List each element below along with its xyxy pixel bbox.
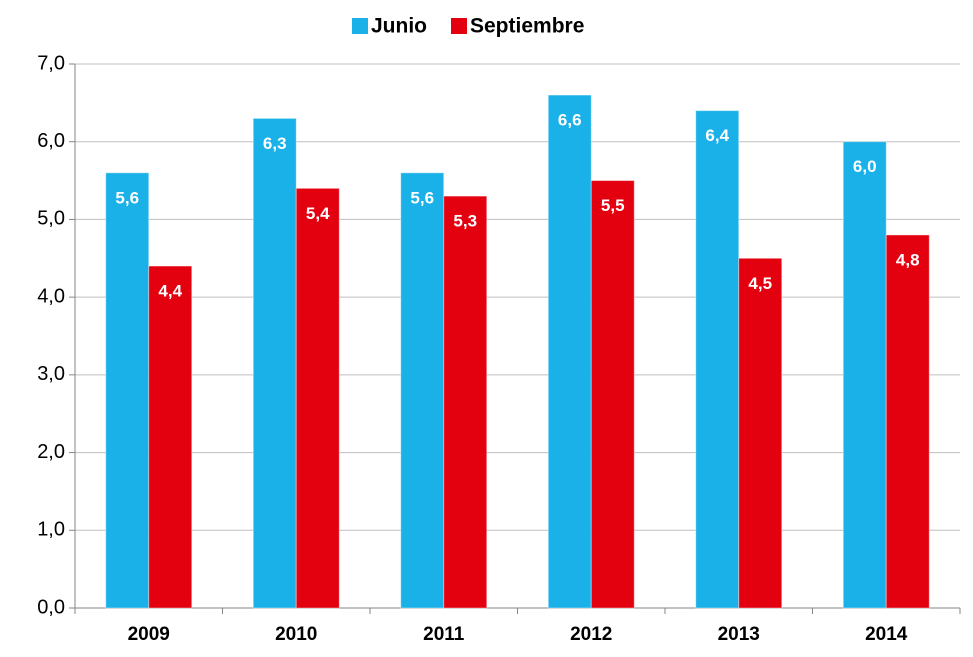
legend-label: Septiembre	[470, 15, 584, 38]
bar	[547, 94, 592, 609]
legend-label: Junio	[371, 15, 427, 38]
data-label: 5,6	[115, 188, 139, 207]
data-label: 6,0	[853, 157, 877, 176]
y-tick-label: 0,0	[37, 596, 65, 618]
data-label: 4,5	[748, 274, 772, 293]
bar	[295, 187, 340, 609]
y-tick-label: 7,0	[37, 52, 65, 74]
x-tick-label: 2012	[570, 624, 612, 645]
bar	[148, 265, 193, 609]
bar	[738, 257, 783, 609]
data-label: 5,6	[410, 188, 434, 207]
bar	[590, 180, 635, 609]
bar	[695, 110, 740, 609]
bar	[252, 117, 297, 609]
data-label: 4,8	[896, 250, 920, 269]
x-tick-label: 2011	[423, 624, 465, 645]
x-tick-label: 2009	[128, 624, 170, 645]
data-label: 4,4	[158, 282, 182, 301]
data-label: 6,4	[705, 126, 729, 145]
x-tick-label: 2013	[718, 624, 760, 645]
data-label: 5,4	[306, 204, 330, 223]
y-tick-label: 4,0	[37, 285, 65, 307]
legend-swatch	[352, 18, 368, 34]
x-tick-label: 2014	[865, 624, 908, 645]
bar	[885, 234, 930, 609]
bar	[842, 141, 887, 609]
data-label: 6,3	[263, 134, 287, 153]
y-tick-label: 1,0	[37, 519, 65, 541]
y-tick-label: 6,0	[37, 130, 65, 152]
legend-swatch	[451, 18, 467, 34]
data-label: 5,3	[453, 212, 477, 231]
data-label: 5,5	[601, 196, 625, 215]
y-tick-label: 2,0	[37, 441, 65, 463]
bar	[105, 172, 150, 609]
bar	[400, 172, 445, 609]
data-label: 6,6	[558, 111, 582, 130]
y-tick-label: 5,0	[37, 208, 65, 230]
y-tick-label: 3,0	[37, 363, 65, 385]
x-tick-label: 2010	[275, 624, 317, 645]
bar	[443, 195, 488, 609]
